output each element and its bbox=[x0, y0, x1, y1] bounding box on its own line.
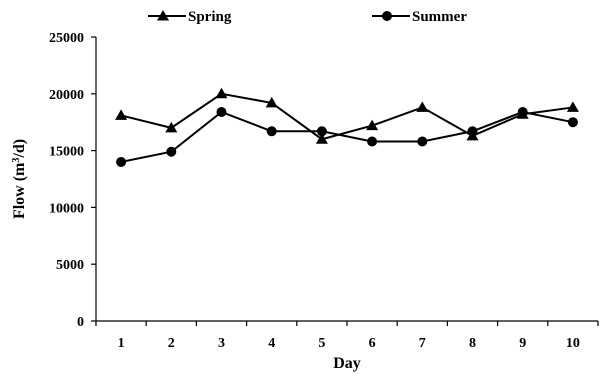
series-summer-point bbox=[367, 136, 378, 147]
y-tick-label: 20000 bbox=[49, 88, 84, 103]
x-tick-label: 3 bbox=[218, 336, 225, 351]
y-tick-label: 5000 bbox=[56, 258, 84, 273]
series-spring-point bbox=[315, 133, 328, 144]
y-axis-title-sup: 3 bbox=[11, 158, 22, 163]
y-axis-title-tail: /d) bbox=[11, 139, 28, 159]
legend-item-summer: Summer bbox=[372, 9, 467, 25]
y-tick-label: 15000 bbox=[49, 145, 84, 160]
series-summer-point bbox=[166, 146, 177, 157]
x-tick-label: 1 bbox=[118, 336, 125, 351]
x-tick-label: 2 bbox=[168, 336, 175, 351]
x-axis-title: Day bbox=[333, 355, 361, 372]
series-spring-point bbox=[115, 109, 128, 120]
series-summer-point bbox=[116, 156, 127, 167]
series-spring-line bbox=[120, 92, 574, 141]
series-spring bbox=[115, 87, 579, 144]
legend-spring-marker bbox=[157, 10, 169, 21]
y-tick-label: 10000 bbox=[49, 201, 84, 216]
legend: Spring Summer bbox=[148, 9, 467, 25]
legend-summer-marker bbox=[382, 11, 392, 21]
x-tick-label: 10 bbox=[566, 336, 580, 351]
series-spring-point bbox=[265, 96, 278, 108]
y-axis-title: Flow (m3/d) bbox=[11, 139, 29, 219]
series-summer-point bbox=[567, 117, 578, 128]
series-spring-point bbox=[566, 101, 579, 112]
series-summer-line bbox=[120, 110, 574, 163]
x-tick-label: 5 bbox=[318, 336, 325, 351]
axes: 0 5000 10000 15000 20000 25000 1 2 3 4 5 6 7 8 9 10 bbox=[49, 31, 599, 351]
series-summer-point bbox=[316, 126, 327, 137]
series-summer bbox=[116, 106, 578, 167]
x-tick-label: 8 bbox=[469, 336, 476, 351]
y-tick-label: 25000 bbox=[49, 31, 84, 46]
x-tick-label: 7 bbox=[419, 336, 426, 351]
series-summer-point bbox=[216, 106, 227, 117]
series-spring-point bbox=[366, 119, 379, 131]
legend-summer-label: Summer bbox=[412, 9, 467, 25]
series-summer-point bbox=[266, 126, 277, 137]
x-tick-label: 6 bbox=[369, 336, 376, 351]
series-spring-point bbox=[165, 121, 178, 133]
legend-spring-label: Spring bbox=[188, 9, 232, 25]
y-axis-title-main: Flow (m bbox=[11, 162, 28, 219]
x-tick-label: 9 bbox=[519, 336, 526, 351]
x-tick-label: 4 bbox=[268, 336, 275, 351]
series-summer-point bbox=[517, 106, 528, 117]
series-summer-point bbox=[467, 126, 478, 137]
legend-item-spring: Spring bbox=[148, 9, 232, 25]
series-summer-point bbox=[417, 136, 428, 147]
series-spring-point bbox=[416, 101, 429, 112]
series-layer bbox=[115, 87, 579, 167]
y-tick-label: 0 bbox=[77, 315, 84, 330]
series-spring-point bbox=[215, 87, 228, 99]
